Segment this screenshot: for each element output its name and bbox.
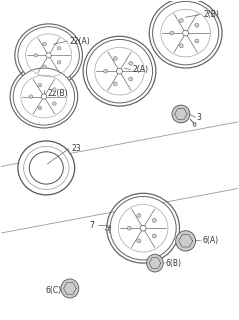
Ellipse shape <box>117 68 122 74</box>
Ellipse shape <box>43 42 47 46</box>
Ellipse shape <box>113 57 117 60</box>
Text: 6(B): 6(B) <box>166 259 182 268</box>
Ellipse shape <box>57 61 61 64</box>
Ellipse shape <box>41 94 47 99</box>
Ellipse shape <box>18 141 75 195</box>
Ellipse shape <box>195 23 199 27</box>
Ellipse shape <box>43 65 47 68</box>
Circle shape <box>193 123 196 126</box>
Text: 23: 23 <box>71 144 81 153</box>
Ellipse shape <box>152 219 156 222</box>
Ellipse shape <box>34 54 38 57</box>
Text: 22(A): 22(A) <box>70 36 91 45</box>
Ellipse shape <box>179 44 183 48</box>
Ellipse shape <box>172 105 190 123</box>
Ellipse shape <box>183 30 189 36</box>
Ellipse shape <box>53 102 56 105</box>
Ellipse shape <box>38 84 42 87</box>
Ellipse shape <box>137 214 141 217</box>
Ellipse shape <box>140 225 146 231</box>
Ellipse shape <box>29 95 33 98</box>
Ellipse shape <box>18 27 79 84</box>
Text: 3: 3 <box>196 113 201 122</box>
Ellipse shape <box>53 88 56 91</box>
Text: 2(A): 2(A) <box>132 65 148 74</box>
Ellipse shape <box>110 196 176 260</box>
Text: 6(A): 6(A) <box>202 236 218 245</box>
Ellipse shape <box>147 254 163 272</box>
Text: 6(C): 6(C) <box>45 285 62 295</box>
Text: 7: 7 <box>90 220 95 229</box>
Ellipse shape <box>57 46 61 50</box>
Ellipse shape <box>87 39 152 103</box>
Ellipse shape <box>129 61 133 65</box>
Ellipse shape <box>152 1 219 65</box>
Ellipse shape <box>113 82 117 86</box>
Ellipse shape <box>46 53 51 58</box>
Ellipse shape <box>38 106 42 110</box>
Ellipse shape <box>61 279 79 298</box>
Text: 22(B): 22(B) <box>48 89 68 98</box>
Text: 2(B): 2(B) <box>203 10 219 19</box>
Ellipse shape <box>152 234 156 238</box>
Ellipse shape <box>179 19 183 22</box>
Ellipse shape <box>195 39 199 43</box>
Ellipse shape <box>137 239 141 243</box>
Ellipse shape <box>127 226 131 230</box>
Ellipse shape <box>176 231 196 251</box>
Circle shape <box>106 227 109 231</box>
Ellipse shape <box>13 68 75 125</box>
Ellipse shape <box>170 31 174 35</box>
Ellipse shape <box>129 77 133 81</box>
Ellipse shape <box>104 69 108 73</box>
